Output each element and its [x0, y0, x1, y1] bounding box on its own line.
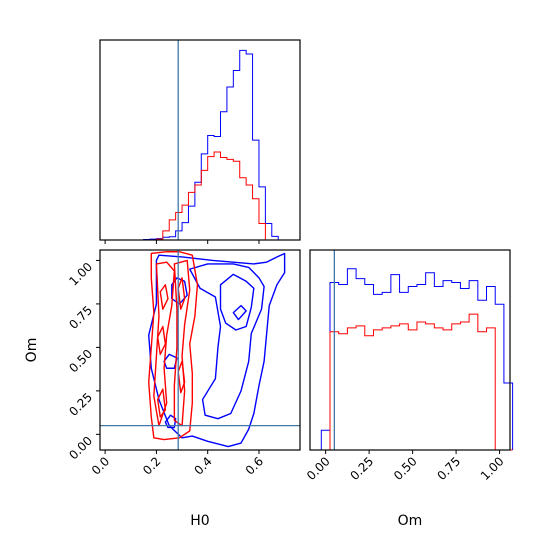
joint-y-label: Om [24, 338, 40, 363]
joint-frame [99, 249, 301, 451]
joint-y-ticks: 0.00 0.25 0.50 0.75 1.00 [66, 260, 100, 463]
joint-x-tick-label-0: 0.0 [89, 454, 112, 477]
contour-series-1-level-5 [156, 388, 167, 418]
joint-y-tick-label-1: 0.25 [66, 390, 95, 419]
h0-marginal-frame [99, 39, 301, 241]
h0-marginal-panel [99, 39, 301, 244]
contour-series-0-level-6 [164, 414, 177, 429]
h0-histogram-series-1 [105, 151, 292, 241]
om-marginal-frame [309, 249, 511, 451]
contour-series-0-level-4 [232, 304, 247, 321]
joint-x-label: H0 [190, 513, 209, 529]
contour-series-0-level-0 [148, 252, 286, 448]
om-x-tick-label-2: 0.50 [391, 454, 420, 483]
joint-y-tick-label-0: 0.00 [66, 434, 95, 463]
contour-series-0-level-1 [189, 263, 265, 420]
contour-series-1-level-3 [159, 284, 169, 310]
om-x-ticks: 0.00 0.25 0.50 0.75 1.00 [304, 450, 507, 483]
joint-contours [148, 251, 286, 448]
joint-y-tick-label-2: 0.50 [66, 347, 95, 376]
contour-series-1-level-1 [153, 261, 176, 427]
joint-x-tick-label-3: 0.6 [243, 454, 266, 477]
contour-series-0-level-2 [219, 273, 255, 331]
contour-series-1-level-2 [173, 259, 191, 427]
om-x-tick-label-0: 0.00 [304, 454, 333, 483]
om-histogram-series-1 [312, 313, 513, 451]
om-x-tick-label-4: 1.00 [478, 454, 507, 483]
joint-x-tick-label-2: 0.4 [191, 454, 214, 477]
joint-x-tick-label-1: 0.2 [140, 454, 163, 477]
om-marginal-panel: 0.00 0.25 0.50 0.75 1.00 Om [304, 249, 514, 529]
om-histograms [312, 268, 514, 451]
h0-histogram-series-0 [105, 49, 292, 241]
contour-series-1-level-4 [156, 325, 167, 356]
contour-series-1-level-7 [177, 360, 186, 394]
om-x-tick-label-1: 0.25 [347, 454, 376, 483]
contour-series-1-level-0 [148, 251, 199, 441]
contour-series-1-level-6 [177, 277, 186, 310]
joint-y-tick-label-4: 1.00 [66, 260, 95, 289]
h0-marginal-ticks [104, 240, 260, 244]
om-x-label: Om [398, 513, 423, 529]
joint-y-tick-label-3: 0.75 [66, 303, 95, 332]
joint-contour-panel: 0.0 0.2 0.4 0.6 0.00 0.25 0.50 0.75 1.00 H0 Om [24, 249, 301, 529]
joint-x-ticks: 0.0 0.2 0.4 0.6 [89, 450, 266, 478]
om-x-tick-label-3: 0.75 [434, 454, 463, 483]
om-histogram-series-0 [312, 268, 514, 451]
h0-histograms [105, 49, 292, 241]
